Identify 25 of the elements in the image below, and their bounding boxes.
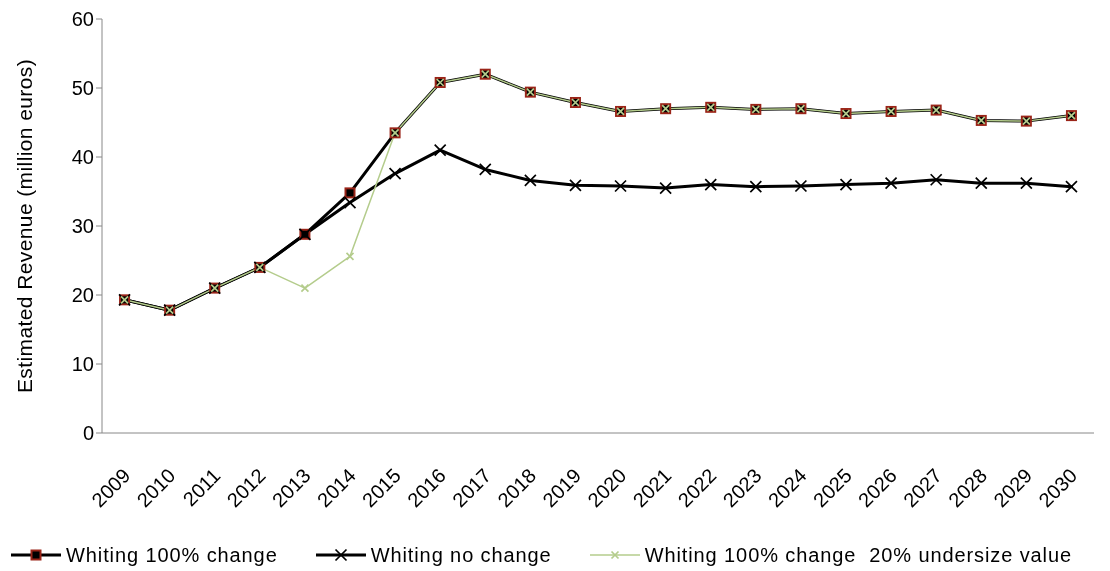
point <box>1020 177 1033 190</box>
y-tick-label: 10 <box>71 353 94 376</box>
y-axis-title: Estimated Revenue (million euros) <box>13 58 37 394</box>
point <box>300 284 310 293</box>
y-tick-label: 30 <box>71 215 94 238</box>
point <box>524 174 537 187</box>
point <box>930 173 943 186</box>
legend-label: Whiting no change <box>369 543 552 567</box>
point <box>434 144 447 157</box>
point <box>884 177 898 190</box>
y-tick-label: 60 <box>71 8 94 31</box>
legend-label: Whiting 100% change 20% undersize value <box>643 543 1072 567</box>
point <box>344 187 356 199</box>
point <box>975 177 988 190</box>
y-tick-label: 0 <box>82 422 94 445</box>
point <box>794 179 808 193</box>
y-tick-label: 40 <box>71 146 94 169</box>
y-tick-label: 50 <box>71 77 94 100</box>
point <box>479 163 492 176</box>
legend-label: Whiting 100% change <box>65 543 278 567</box>
y-tick-label: 20 <box>71 284 94 307</box>
point <box>749 180 762 193</box>
point <box>704 178 717 191</box>
point <box>569 179 582 192</box>
point <box>1065 180 1078 193</box>
